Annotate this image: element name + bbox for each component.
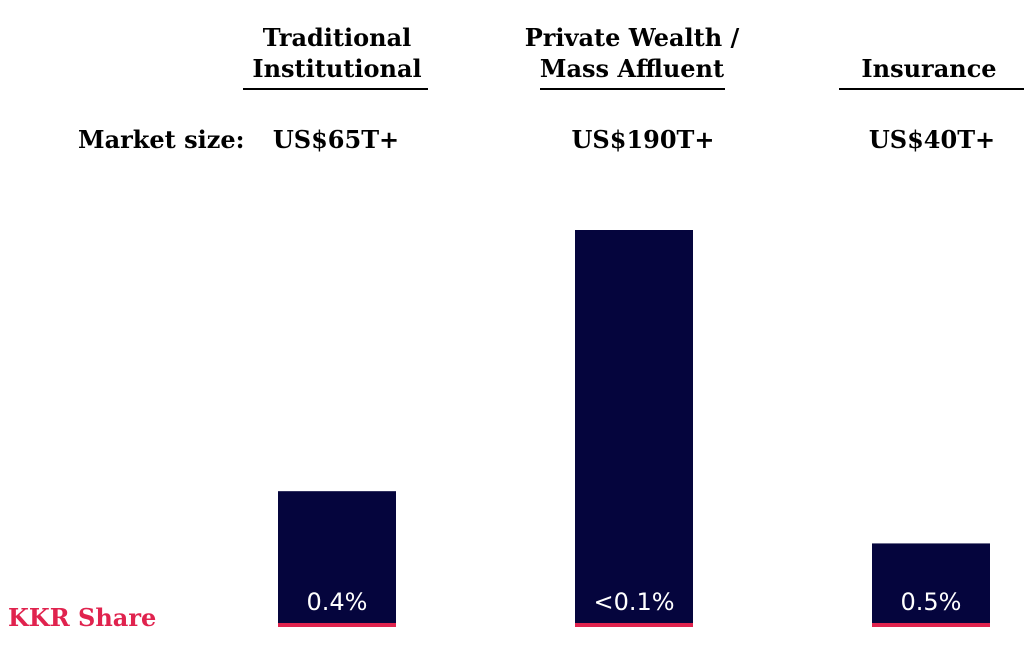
bar-value-label-traditional-institutional: 0.4% bbox=[307, 588, 368, 616]
bar-private-wealth bbox=[575, 230, 693, 627]
category-header-private-wealth: Private Wealth / Mass Affluent bbox=[524, 23, 740, 83]
header-rule-private-wealth bbox=[540, 88, 725, 90]
market-size-value-traditional-institutional: US$65T+ bbox=[272, 125, 400, 154]
bar-accent-insurance bbox=[872, 623, 990, 627]
category-header-traditional-institutional: Traditional Institutional bbox=[252, 23, 422, 83]
bar-accent-traditional-institutional bbox=[278, 623, 396, 627]
market-size-label: Market size: bbox=[78, 125, 245, 154]
category-header-insurance: Insurance bbox=[861, 54, 997, 83]
market-size-value-private-wealth: US$190T+ bbox=[571, 125, 715, 154]
kkr-share-label: KKR Share bbox=[8, 603, 157, 632]
bar-accent-private-wealth bbox=[575, 623, 693, 627]
bar-value-label-insurance: 0.5% bbox=[901, 588, 962, 616]
header-rule-traditional-institutional bbox=[243, 88, 428, 90]
bar-insurance bbox=[872, 543, 990, 627]
header-rule-insurance bbox=[839, 88, 1024, 90]
bar-traditional-institutional bbox=[278, 491, 396, 627]
market-size-value-insurance: US$40T+ bbox=[868, 125, 996, 154]
bar-value-label-private-wealth: <0.1% bbox=[593, 588, 674, 616]
